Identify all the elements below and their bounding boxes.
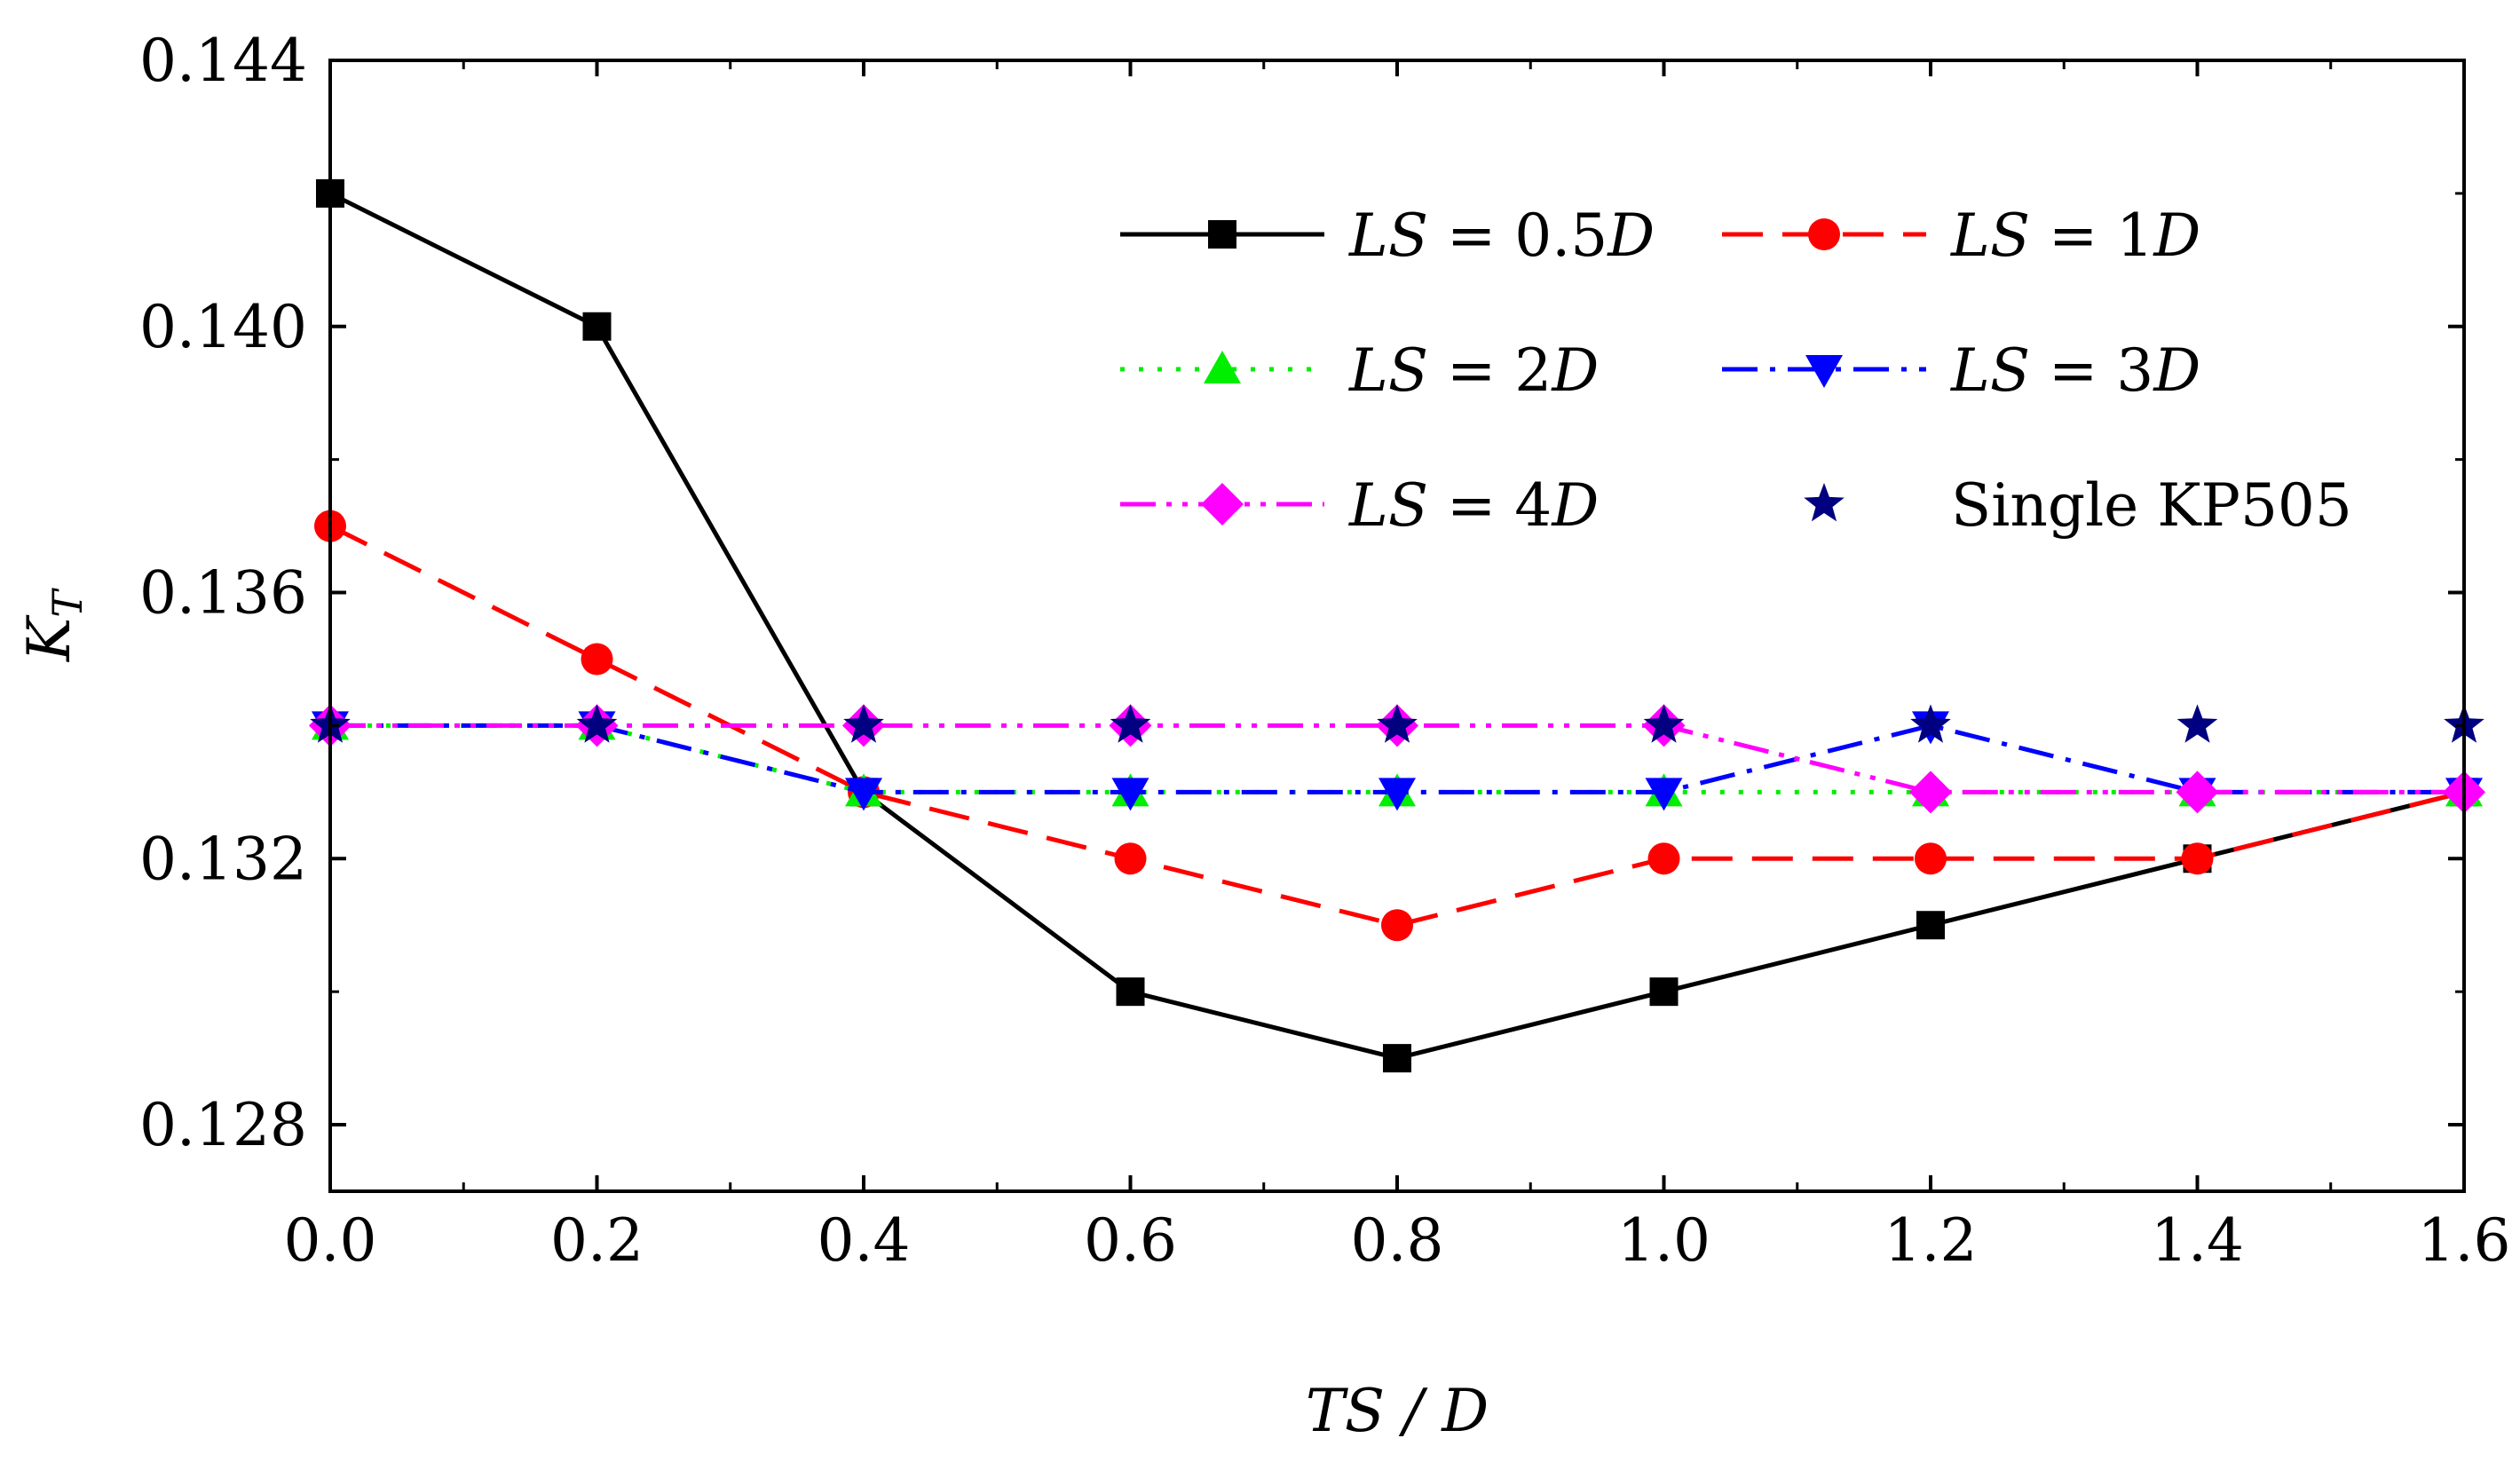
legend-marker-1 [1808, 218, 1840, 250]
legend-label-4: LS = 4D [1348, 471, 1599, 540]
x-tick-label-3: 0.6 [1084, 1206, 1177, 1275]
data-point-0-1 [582, 312, 612, 341]
series-layer [309, 178, 2485, 1073]
y-tick-label-2: 0.136 [139, 559, 307, 628]
legend-label-unit-2: D [1551, 336, 1599, 405]
x-tick-label-5: 1.0 [1617, 1206, 1710, 1275]
legend-entry-3: LS = 3D [1722, 336, 2200, 405]
legend-marker-0 [1208, 220, 1236, 249]
legend-label-prefix-2: LS [1348, 336, 1428, 405]
y-axis-title-main: K [15, 614, 83, 662]
legend-label-prefix-1: LS [1950, 202, 2030, 270]
data-point-1-7 [2181, 842, 2214, 875]
y-axis-title-subscript: T [43, 588, 91, 618]
legend-label-prefix-4: LS [1348, 471, 1428, 540]
x-tick-label-2: 0.4 [818, 1206, 911, 1275]
y-tick-label-3: 0.140 [139, 293, 307, 361]
data-point-5-5 [1643, 704, 1685, 743]
legend-label-prefix-0: LS [1348, 202, 1428, 270]
legend-label-5: Single KP505 [1951, 471, 2352, 540]
y-tick-label-4: 0.144 [139, 27, 307, 95]
legend-entry-5: Single KP505 [1804, 471, 2352, 540]
x-tick-label-6: 1.2 [1884, 1206, 1978, 1275]
y-tick-label-1: 0.132 [139, 825, 307, 893]
series-line-1 [328, 524, 2465, 928]
data-point-3-5 [1645, 778, 1683, 811]
legend-label-value-0: = 0.5 [1428, 202, 1608, 270]
data-point-3-3 [1111, 778, 1149, 811]
y-axis-title: KT [15, 588, 91, 662]
legend-entry-4: LS = 4D [1120, 471, 1599, 540]
legend-label-2: LS = 2D [1348, 336, 1599, 405]
x-tick-label-4: 0.8 [1351, 1206, 1444, 1275]
x-tick-label-7: 1.4 [2151, 1206, 2244, 1275]
axes-layer: 0.0 0.2 0.4 0.6 0.8 1.0 1.2 1.4 1.6 0.128 0.132 0.1… [15, 27, 2510, 1445]
data-point-3-4 [1378, 778, 1416, 811]
data-point-0-3 [1116, 977, 1145, 1007]
legend-label-unit-3: D [2153, 336, 2200, 405]
data-point-5-3 [1110, 704, 1151, 743]
data-point-1-1 [581, 643, 613, 676]
data-point-3-2 [845, 778, 882, 811]
legend-label-unit-0: D [1607, 202, 1655, 270]
data-point-1-5 [1647, 842, 1680, 875]
data-point-0-4 [1383, 1044, 1411, 1073]
data-point-5-1 [576, 704, 618, 743]
legend-label-1: LS = 1D [1950, 202, 2200, 270]
data-point-1-4 [1381, 909, 1413, 942]
legend-label-value-3: = 3 [2030, 336, 2153, 405]
data-point-4-6 [1909, 771, 1952, 814]
legend-label-value-4: = 4 [1428, 471, 1552, 540]
legend-marker-2 [1204, 351, 1241, 383]
data-point-5-2 [843, 704, 884, 743]
data-point-4-7 [2176, 771, 2219, 814]
x-tick-label-0: 0.0 [284, 1206, 377, 1275]
data-point-0-6 [1916, 911, 1945, 940]
legend-label-0: LS = 0.5D [1348, 202, 1655, 270]
legend-entry-2: LS = 2D [1120, 336, 1599, 405]
data-point-5-4 [1377, 704, 1418, 743]
legend-entry-1: LS = 1D [1722, 202, 2200, 270]
legend-marker-4 [1201, 483, 1244, 526]
legend-marker-3 [1805, 355, 1843, 388]
data-point-0-5 [1649, 977, 1679, 1007]
legend-entry-0: LS = 0.5D [1120, 202, 1655, 270]
legend-marker-5 [1804, 483, 1845, 522]
data-point-5-6 [1910, 704, 1951, 743]
y-tick-label-0: 0.128 [139, 1091, 307, 1159]
legend-label-value-2: = 2 [1428, 336, 1552, 405]
legend-label-value-1: = 1 [2030, 202, 2153, 270]
legend-label-prefix-3: LS [1950, 336, 2030, 405]
data-point-1-3 [1114, 842, 1147, 875]
legend-label-unit-1: D [2153, 202, 2200, 270]
data-point-1-6 [1915, 842, 1947, 875]
x-tick-label-8: 1.6 [2418, 1206, 2511, 1275]
legend-label-unit-4: D [1551, 471, 1599, 540]
x-tick-label-1: 0.2 [550, 1206, 644, 1275]
x-axis-title: TS / D [1306, 1377, 1489, 1445]
data-point-5-7 [2176, 704, 2218, 743]
legend-label-3: LS = 3D [1950, 336, 2200, 405]
